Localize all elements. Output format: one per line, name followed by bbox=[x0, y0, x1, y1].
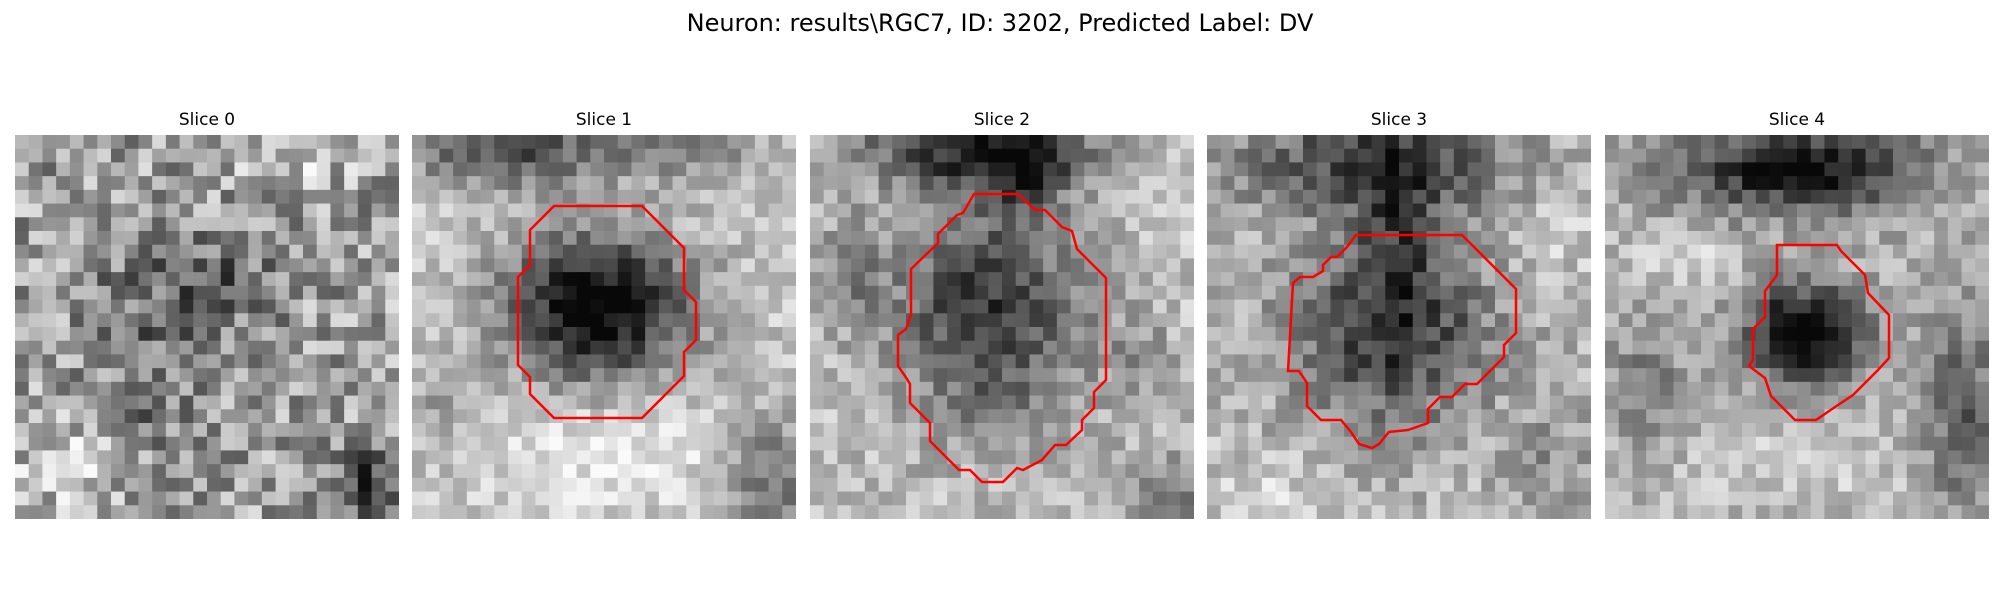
slice-2-title: Slice 2 bbox=[973, 110, 1031, 130]
slice-4-contour bbox=[1747, 243, 1891, 422]
slice-4-pixels bbox=[1605, 135, 1989, 519]
slice-0-title: Slice 0 bbox=[178, 110, 236, 130]
slice-0-pixels bbox=[15, 135, 399, 519]
slice-2-image bbox=[810, 135, 1194, 519]
figure-title: Neuron: results\RGC7, ID: 3202, Predicte… bbox=[686, 9, 1314, 37]
slice-1-contour bbox=[516, 204, 698, 420]
slice-1-pixels bbox=[412, 135, 796, 519]
slice-3-title: Slice 3 bbox=[1370, 110, 1428, 130]
slice-2-pixels bbox=[810, 135, 1194, 519]
slice-0-image bbox=[15, 135, 399, 519]
slice-4-title: Slice 4 bbox=[1768, 110, 1826, 130]
slice-3-contour bbox=[1286, 233, 1518, 450]
slice-1-image bbox=[412, 135, 796, 519]
slice-3-panel: Slice 3 bbox=[1207, 108, 1591, 519]
slice-2-panel: Slice 2 bbox=[810, 108, 1194, 519]
slice-0-panel: Slice 0 bbox=[15, 108, 399, 519]
slice-4-image bbox=[1605, 135, 1989, 519]
slice-2-contour bbox=[896, 192, 1108, 484]
slice-1-title: Slice 1 bbox=[575, 110, 633, 130]
slice-3-pixels bbox=[1207, 135, 1591, 519]
slice-4-panel: Slice 4 bbox=[1605, 108, 1989, 519]
slice-3-image bbox=[1207, 135, 1591, 519]
slice-1-panel: Slice 1 bbox=[412, 108, 796, 519]
